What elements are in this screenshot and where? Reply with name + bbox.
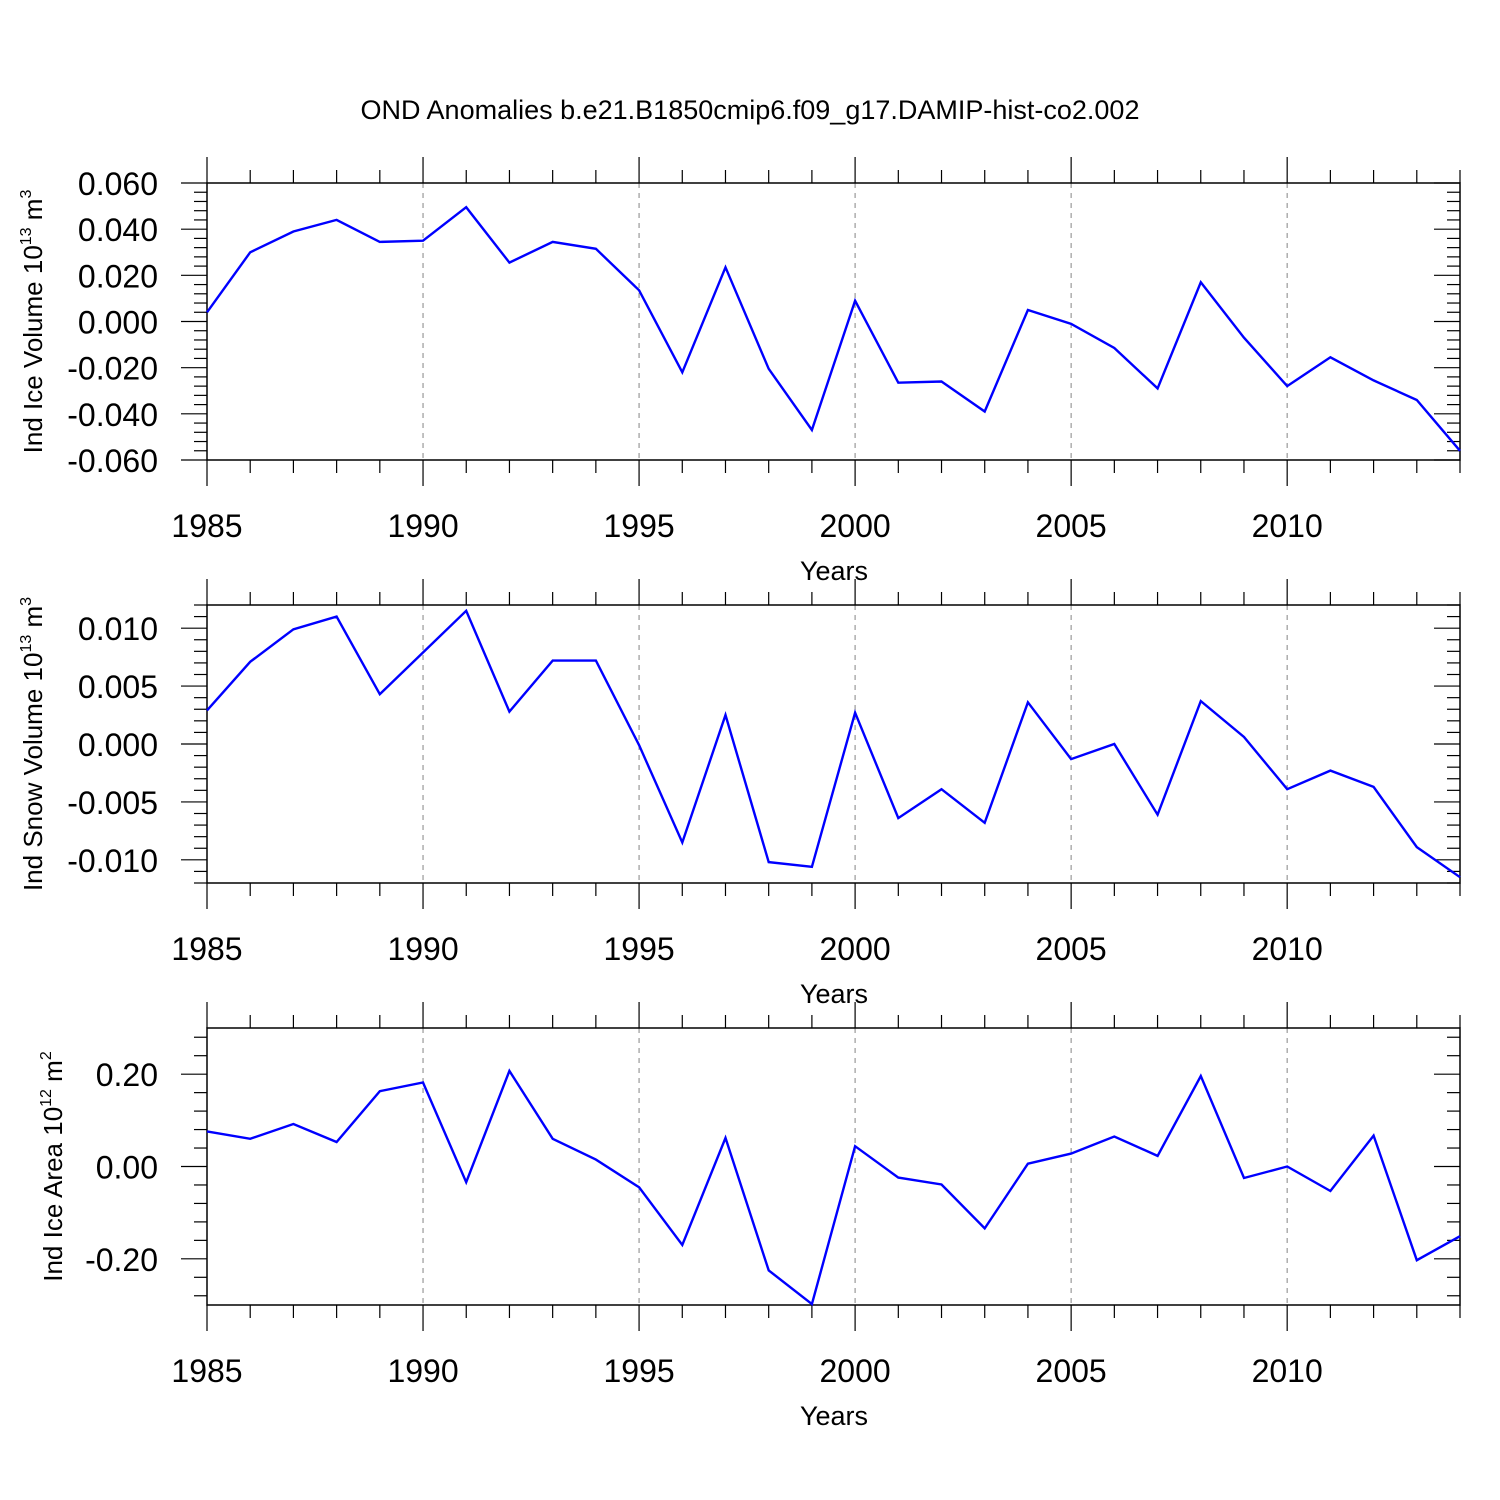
panel-2: -0.010 -0.005 0.000 0.005 0.010 1985 1990 1995 2… [18, 579, 1461, 1009]
y-axis-label: Ind Ice Area 1012 m2 [38, 1051, 68, 1282]
y-tick-label: -0.005 [67, 785, 158, 821]
x-tick-label: 2000 [820, 1353, 891, 1389]
x-tick-label: 1995 [603, 931, 674, 967]
x-tick-label: 2005 [1036, 931, 1107, 967]
x-axis-label: Years [800, 556, 868, 586]
figure-title: OND Anomalies b.e21.B1850cmip6.f09_g17.D… [361, 95, 1140, 125]
x-tick-label: 2010 [1252, 508, 1323, 544]
x-tick-label: 1990 [387, 508, 458, 544]
x-tick-label: 1995 [603, 508, 674, 544]
y-tick-label: 0.00 [96, 1150, 158, 1186]
x-axis-label: Years [800, 979, 868, 1009]
x-tick-label: 1990 [387, 931, 458, 967]
x-tick-label: 1990 [387, 1353, 458, 1389]
series-line [206, 205, 1461, 452]
y-tick-label: -0.060 [67, 443, 158, 479]
y-axis-label-main: Ind Ice Volume 10 [18, 245, 48, 453]
y-tick-label: -0.010 [67, 843, 158, 879]
y-axis-label-unit: m [38, 1060, 68, 1089]
x-axis-label: Years [800, 1401, 868, 1431]
x-tick-label: 2000 [820, 508, 891, 544]
y-axis-label-unit: m [18, 199, 48, 228]
y-tick-label: 0.005 [78, 669, 158, 705]
x-tick-label: 2010 [1252, 931, 1323, 967]
y-tick-label: -0.040 [67, 397, 158, 433]
y-tick-label: -0.20 [85, 1242, 158, 1278]
x-tick-label: 1985 [171, 1353, 242, 1389]
y-axis-label-exponent: 13 [18, 227, 35, 245]
panel-1: -0.060 -0.040 -0.020 0.000 0.020 0.040 0.060 19… [18, 157, 1461, 586]
y-tick-label: 0.20 [96, 1057, 158, 1093]
x-tick-label: 2005 [1036, 508, 1107, 544]
series-line [206, 1068, 1461, 1307]
x-tick-label: 2010 [1252, 1353, 1323, 1389]
y-axis-label-unit: m [18, 606, 48, 635]
y-tick-label: 0.020 [78, 258, 158, 294]
y-axis-label: Ind Snow Volume 1013 m3 [18, 597, 48, 891]
y-axis-label-exponent: 12 [38, 1089, 55, 1107]
y-tick-label: 0.000 [78, 305, 158, 341]
y-axis-label-exponent: 13 [18, 635, 35, 653]
y-tick-label: 0.060 [78, 166, 158, 202]
chart-panels: -0.060 -0.040 -0.020 0.000 0.020 0.040 0.060 19… [18, 157, 1461, 1431]
y-axis-label-unit-exponent: 3 [18, 597, 35, 606]
y-axis-label: Ind Ice Volume 1013 m3 [18, 190, 48, 454]
y-axis-label-main: Ind Snow Volume 10 [18, 653, 48, 892]
x-tick-label: 1985 [171, 508, 242, 544]
y-tick-label: 0.040 [78, 212, 158, 248]
x-tick-label: 2000 [820, 931, 891, 967]
x-tick-label: 1995 [603, 1353, 674, 1389]
y-tick-label: 0.010 [78, 611, 158, 647]
y-tick-label: 0.000 [78, 727, 158, 763]
panel-3: -0.20 0.00 0.20 1985 1990 1995 2000 2005 2010 Yea… [38, 1002, 1461, 1431]
y-axis-label-unit-exponent: 2 [38, 1051, 55, 1060]
x-tick-label: 1985 [171, 931, 242, 967]
x-tick-label: 2005 [1036, 1353, 1107, 1389]
series-line [206, 608, 1461, 879]
y-axis-label-main: Ind Ice Area 10 [38, 1107, 68, 1282]
y-axis-label-unit-exponent: 3 [18, 190, 35, 199]
y-tick-label: -0.020 [67, 351, 158, 387]
